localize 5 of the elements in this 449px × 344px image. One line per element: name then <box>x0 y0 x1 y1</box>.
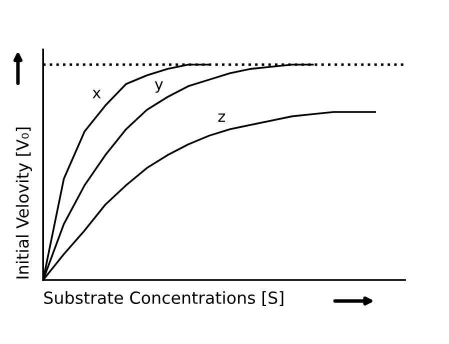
x-axis-title: Substrate Concentrations [S] <box>44 291 284 306</box>
series-label: x <box>92 90 101 98</box>
series-label: z <box>218 114 226 122</box>
series-label: y <box>154 81 163 93</box>
y-axis-title: Initial Velovity [V₀] <box>16 128 32 278</box>
